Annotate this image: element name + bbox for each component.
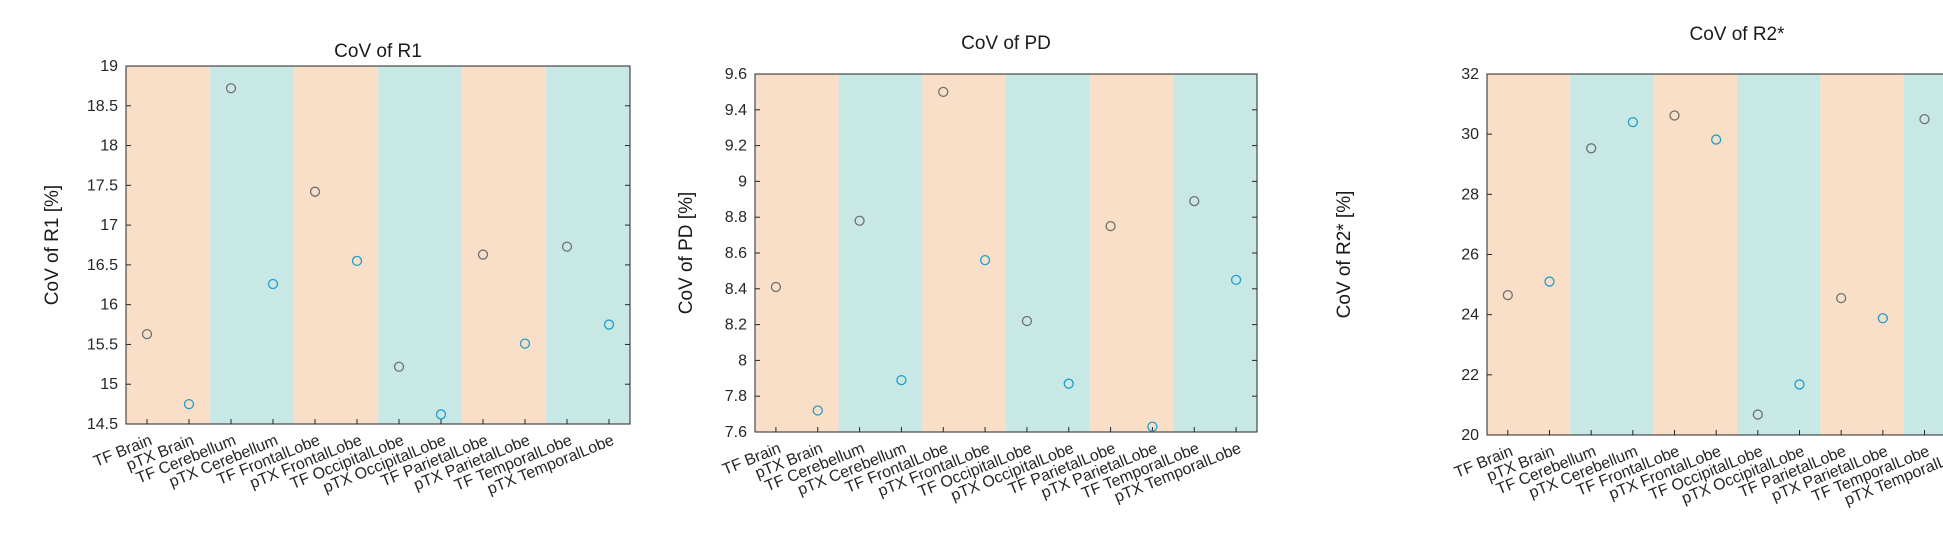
data-point-ptx-cerebellum bbox=[1627, 116, 1638, 128]
data-point-ptx-parietallobe bbox=[1147, 421, 1158, 432]
data-point-tf-parietallobe bbox=[1105, 220, 1116, 232]
y-axis-label: CoV of R2* [%] bbox=[1334, 191, 1355, 319]
band-ptx-3 bbox=[1006, 74, 1090, 432]
data-point-tf-occipitallobe bbox=[1021, 315, 1033, 327]
y-tick-label: 9.2 bbox=[725, 138, 747, 155]
chart-title: CoV of R2* bbox=[1689, 24, 1785, 45]
band-ptx-1 bbox=[1570, 74, 1654, 435]
band-ptx-5 bbox=[1903, 74, 1943, 435]
band-ptx-1 bbox=[210, 66, 294, 424]
band-ptx-3 bbox=[1737, 74, 1821, 435]
band-tf-4 bbox=[1089, 74, 1174, 432]
data-point-ptx-occipitallobe bbox=[1063, 378, 1074, 389]
data-point-tf-occipitallobe bbox=[393, 361, 405, 372]
y-tick-label: 17.5 bbox=[87, 177, 118, 194]
data-point-ptx-frontallobe bbox=[979, 255, 991, 266]
data-point-ptx-temporallobe bbox=[603, 319, 615, 330]
band-tf-2 bbox=[1653, 74, 1737, 435]
data-point-tf-temporallobe bbox=[1189, 195, 1200, 207]
band-ptx-5 bbox=[546, 66, 630, 424]
band-tf-4 bbox=[1820, 74, 1904, 435]
band-tf-0 bbox=[755, 74, 839, 432]
y-tick-label: 18.5 bbox=[87, 98, 118, 115]
y-tick-label: 8.6 bbox=[725, 245, 747, 262]
y-tick-label: 15 bbox=[100, 376, 118, 393]
y-tick-label: 7.8 bbox=[725, 388, 747, 405]
data-point-ptx-brain bbox=[1544, 276, 1555, 287]
y-tick-label: 7.6 bbox=[725, 424, 747, 441]
chart-cov-pd: 7.67.888.28.48.68.899.29.49.6TF BrainpTX… bbox=[676, 33, 1258, 506]
data-point-ptx-frontallobe bbox=[351, 255, 363, 267]
y-tick-label: 9.6 bbox=[725, 66, 747, 83]
y-tick-label: 30 bbox=[1461, 126, 1479, 143]
y-tick-label: 26 bbox=[1461, 247, 1479, 264]
band-tf-2 bbox=[922, 74, 1006, 432]
y-tick-label: 16.5 bbox=[87, 257, 118, 274]
y-tick-label: 20 bbox=[1461, 427, 1479, 444]
y-tick-label: 8.2 bbox=[725, 317, 747, 334]
y-tick-label: 8 bbox=[738, 352, 747, 369]
y-axis-label: CoV of R1 [%] bbox=[42, 185, 63, 305]
y-tick-label: 32 bbox=[1461, 66, 1479, 83]
y-tick-label: 18 bbox=[100, 138, 118, 155]
data-point-ptx-occipitallobe bbox=[435, 409, 447, 420]
y-tick-label: 8.8 bbox=[725, 209, 747, 226]
chart-title: CoV of R1 bbox=[334, 41, 422, 62]
data-point-ptx-brain bbox=[183, 398, 195, 410]
data-point-tf-cerebellum bbox=[854, 215, 865, 226]
data-point-tf-parietallobe bbox=[1836, 292, 1847, 304]
data-point-tf-frontallobe bbox=[309, 186, 321, 197]
data-point-ptx-brain bbox=[812, 405, 823, 416]
band-ptx-1 bbox=[838, 74, 923, 432]
data-point-ptx-parietallobe bbox=[519, 338, 531, 349]
data-point-ptx-temporallobe bbox=[1230, 274, 1242, 286]
data-point-ptx-parietallobe bbox=[1877, 313, 1888, 324]
y-tick-label: 16 bbox=[100, 297, 118, 314]
y-tick-label: 14.5 bbox=[87, 416, 118, 433]
y-tick-label: 17 bbox=[100, 217, 118, 234]
data-point-tf-frontallobe bbox=[1669, 110, 1680, 121]
data-point-tf-occipitallobe bbox=[1752, 409, 1763, 420]
y-tick-label: 19 bbox=[100, 58, 118, 75]
data-point-ptx-occipitallobe bbox=[1794, 379, 1805, 390]
band-ptx-3 bbox=[378, 66, 462, 424]
y-axis-label: CoV of PD [%] bbox=[676, 192, 697, 315]
y-tick-label: 24 bbox=[1461, 307, 1479, 324]
band-tf-2 bbox=[294, 66, 378, 424]
chart-title: CoV of PD bbox=[961, 33, 1051, 54]
data-point-tf-brain bbox=[141, 328, 153, 340]
y-tick-label: 22 bbox=[1461, 367, 1479, 384]
y-tick-label: 8.4 bbox=[725, 281, 747, 298]
band-tf-0 bbox=[126, 66, 210, 424]
band-tf-4 bbox=[462, 66, 546, 424]
data-point-tf-cerebellum bbox=[225, 83, 237, 94]
data-point-ptx-frontallobe bbox=[1711, 134, 1722, 145]
data-point-tf-temporallobe bbox=[1919, 113, 1930, 125]
data-point-tf-temporallobe bbox=[561, 241, 573, 252]
data-point-tf-parietallobe bbox=[477, 249, 489, 260]
data-point-ptx-cerebellum bbox=[267, 278, 279, 290]
y-tick-label: 9 bbox=[738, 173, 747, 190]
band-ptx-5 bbox=[1173, 74, 1257, 432]
y-tick-label: 9.4 bbox=[725, 102, 747, 119]
y-tick-label: 28 bbox=[1461, 186, 1479, 203]
band-tf-0 bbox=[1487, 74, 1571, 435]
data-point-tf-frontallobe bbox=[938, 86, 949, 98]
y-tick-label: 15.5 bbox=[87, 336, 118, 353]
data-point-tf-brain bbox=[770, 281, 782, 293]
data-point-ptx-cerebellum bbox=[896, 374, 907, 386]
plot-frame bbox=[125, 65, 631, 425]
data-point-tf-cerebellum bbox=[1586, 143, 1597, 154]
data-point-tf-brain bbox=[1502, 289, 1513, 301]
